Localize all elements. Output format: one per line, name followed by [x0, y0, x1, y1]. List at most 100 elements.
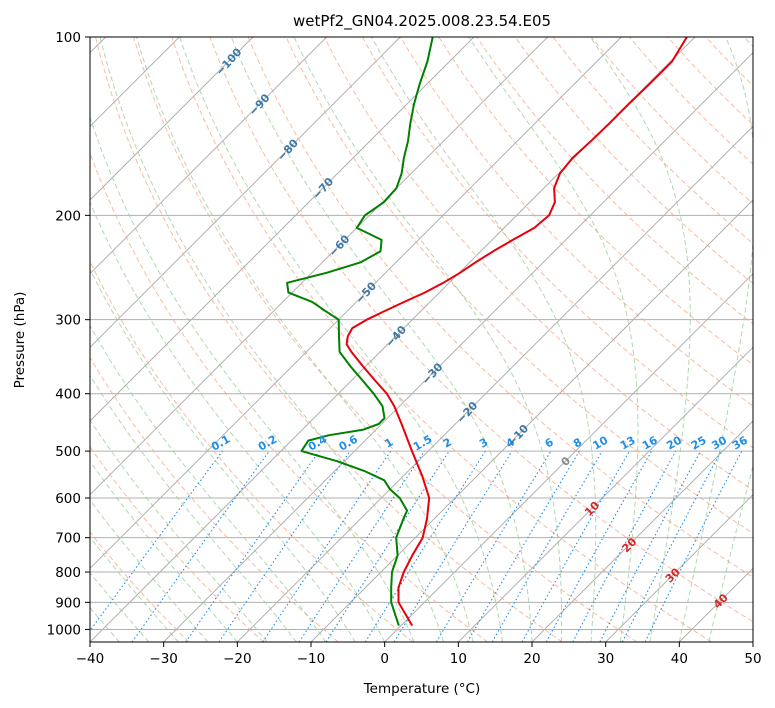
- mixing-ratio-line: [572, 450, 677, 642]
- dry-adiabat: [90, 260, 414, 642]
- y-tick-label: 100: [55, 30, 81, 46]
- mixing-ratio-line: [218, 450, 351, 642]
- dry-adiabat: [90, 151, 488, 642]
- moist-adiabat: [90, 200, 386, 642]
- moist-adiabat: [293, 37, 563, 642]
- moist-adiabat: [589, 37, 691, 642]
- mixing-ratio-line: [521, 450, 630, 642]
- isotherm-gridline: [236, 125, 753, 642]
- x-tick-label: 10: [450, 651, 467, 667]
- isotherm-gridline: [384, 272, 753, 642]
- mixing-ratio-label: 10: [591, 433, 611, 452]
- mixing-ratio-label: 25: [689, 434, 709, 453]
- mixing-ratio-label: 1.5: [411, 433, 434, 454]
- x-tick-label: 40: [671, 651, 688, 667]
- y-tick-label: 800: [55, 565, 81, 581]
- isotherm-gridline: [90, 37, 254, 201]
- mixing-ratio-line: [131, 450, 270, 642]
- isotherm-gridline: [90, 37, 401, 349]
- dry-adiabat: [362, 37, 753, 449]
- y-tick-label: 200: [55, 208, 81, 224]
- isotherm-gridline: [752, 641, 753, 642]
- mixing-ratio-label: 1: [382, 436, 395, 451]
- mixing-ratio-label: 0.2: [256, 433, 279, 454]
- x-tick-label: −40: [76, 651, 105, 667]
- mixing-ratio-line: [364, 450, 486, 642]
- dry-adiabat: [90, 445, 264, 642]
- dry-adiabat: [90, 356, 339, 642]
- dry-adiabat: [247, 37, 753, 578]
- isotherm-gridline: [163, 51, 753, 642]
- mixing-ratio-label: 6: [543, 435, 556, 450]
- moist-adiabat: [371, 37, 597, 642]
- mixing-ratio-line: [262, 450, 392, 642]
- y-tick-label: 400: [55, 387, 81, 403]
- y-tick-label: 700: [55, 531, 81, 547]
- dry-adiabat-label: −100: [213, 45, 244, 78]
- mixing-ratio-line: [491, 450, 603, 642]
- moist-adiabat: [90, 536, 179, 642]
- isotherm-label: 10: [582, 499, 602, 519]
- dry-adiabat: [667, 37, 753, 126]
- temperature-profile-line: [345, 37, 688, 627]
- x-tick-label: −20: [223, 651, 252, 667]
- moist-adiabat: [90, 115, 415, 642]
- dry-adiabat: [323, 37, 753, 491]
- mixing-ratio-label: 13: [618, 434, 638, 453]
- mixing-ratio-label: 3: [477, 436, 490, 451]
- isotherm-gridline: [531, 420, 753, 642]
- moist-adiabat: [136, 37, 474, 642]
- mixing-ratio-line: [599, 450, 701, 642]
- moist-adiabat: [230, 37, 533, 642]
- mixing-ratio-line: [393, 450, 513, 642]
- dewpoint-profile-line: [286, 37, 434, 626]
- moist-adiabat: [90, 374, 297, 642]
- plot-frame: [89, 36, 754, 643]
- x-tick-label: −30: [149, 651, 178, 667]
- mixing-ratio-line: [90, 450, 223, 632]
- mixing-ratio-label: 36: [730, 433, 750, 452]
- x-tick-label: 0: [380, 651, 389, 667]
- moist-adiabat: [90, 460, 238, 642]
- moist-adiabat: [179, 37, 503, 642]
- mixing-ratio-line: [545, 450, 653, 642]
- moist-adiabat: [90, 419, 268, 642]
- isotherm-gridline: [90, 37, 328, 275]
- isotherm-gridline: [457, 346, 753, 642]
- mixing-ratio-label: 0.1: [209, 433, 232, 454]
- isotherm-gridline: [90, 37, 622, 570]
- isotherm-gridline: [310, 199, 753, 642]
- y-tick-label: 1000: [47, 622, 81, 638]
- moist-adiabat: [99, 37, 445, 642]
- y-tick-label: 300: [55, 313, 81, 329]
- dry-adiabat: [743, 37, 753, 48]
- mixing-ratio-label: 30: [709, 433, 729, 452]
- x-tick-label: 20: [523, 651, 540, 667]
- isotherm-gridline: [90, 37, 475, 422]
- mixing-ratio-line: [325, 450, 450, 642]
- mixing-ratio-line: [435, 450, 552, 642]
- moist-adiabat: [678, 37, 753, 642]
- dry-adiabat: [133, 37, 638, 642]
- mixing-ratio-line: [467, 450, 580, 642]
- dry-adiabat: [438, 37, 753, 366]
- x-tick-label: 50: [744, 651, 761, 667]
- mixing-ratio-line: [185, 450, 320, 642]
- isotherm-gridline: [605, 493, 753, 642]
- dry-adiabat: [514, 37, 753, 285]
- mixing-ratio-label: 0.6: [337, 432, 361, 453]
- dry-adiabat: [476, 37, 753, 325]
- dry-adiabat: [95, 37, 563, 642]
- dry-adiabat: [90, 531, 190, 642]
- dry-adiabat: [552, 37, 753, 245]
- dry-adiabat: [285, 37, 753, 534]
- isotherm-gridline: [678, 567, 753, 642]
- isotherm-label: 40: [711, 591, 731, 611]
- y-tick-label: 600: [55, 491, 81, 507]
- x-tick-label: 30: [597, 651, 614, 667]
- moist-adiabat: [90, 268, 356, 642]
- chart-title: wetPf2_GN04.2025.008.23.54.E05: [293, 12, 551, 31]
- y-axis-label: Pressure (hPa): [12, 292, 28, 389]
- dry-adiabat: [209, 37, 753, 623]
